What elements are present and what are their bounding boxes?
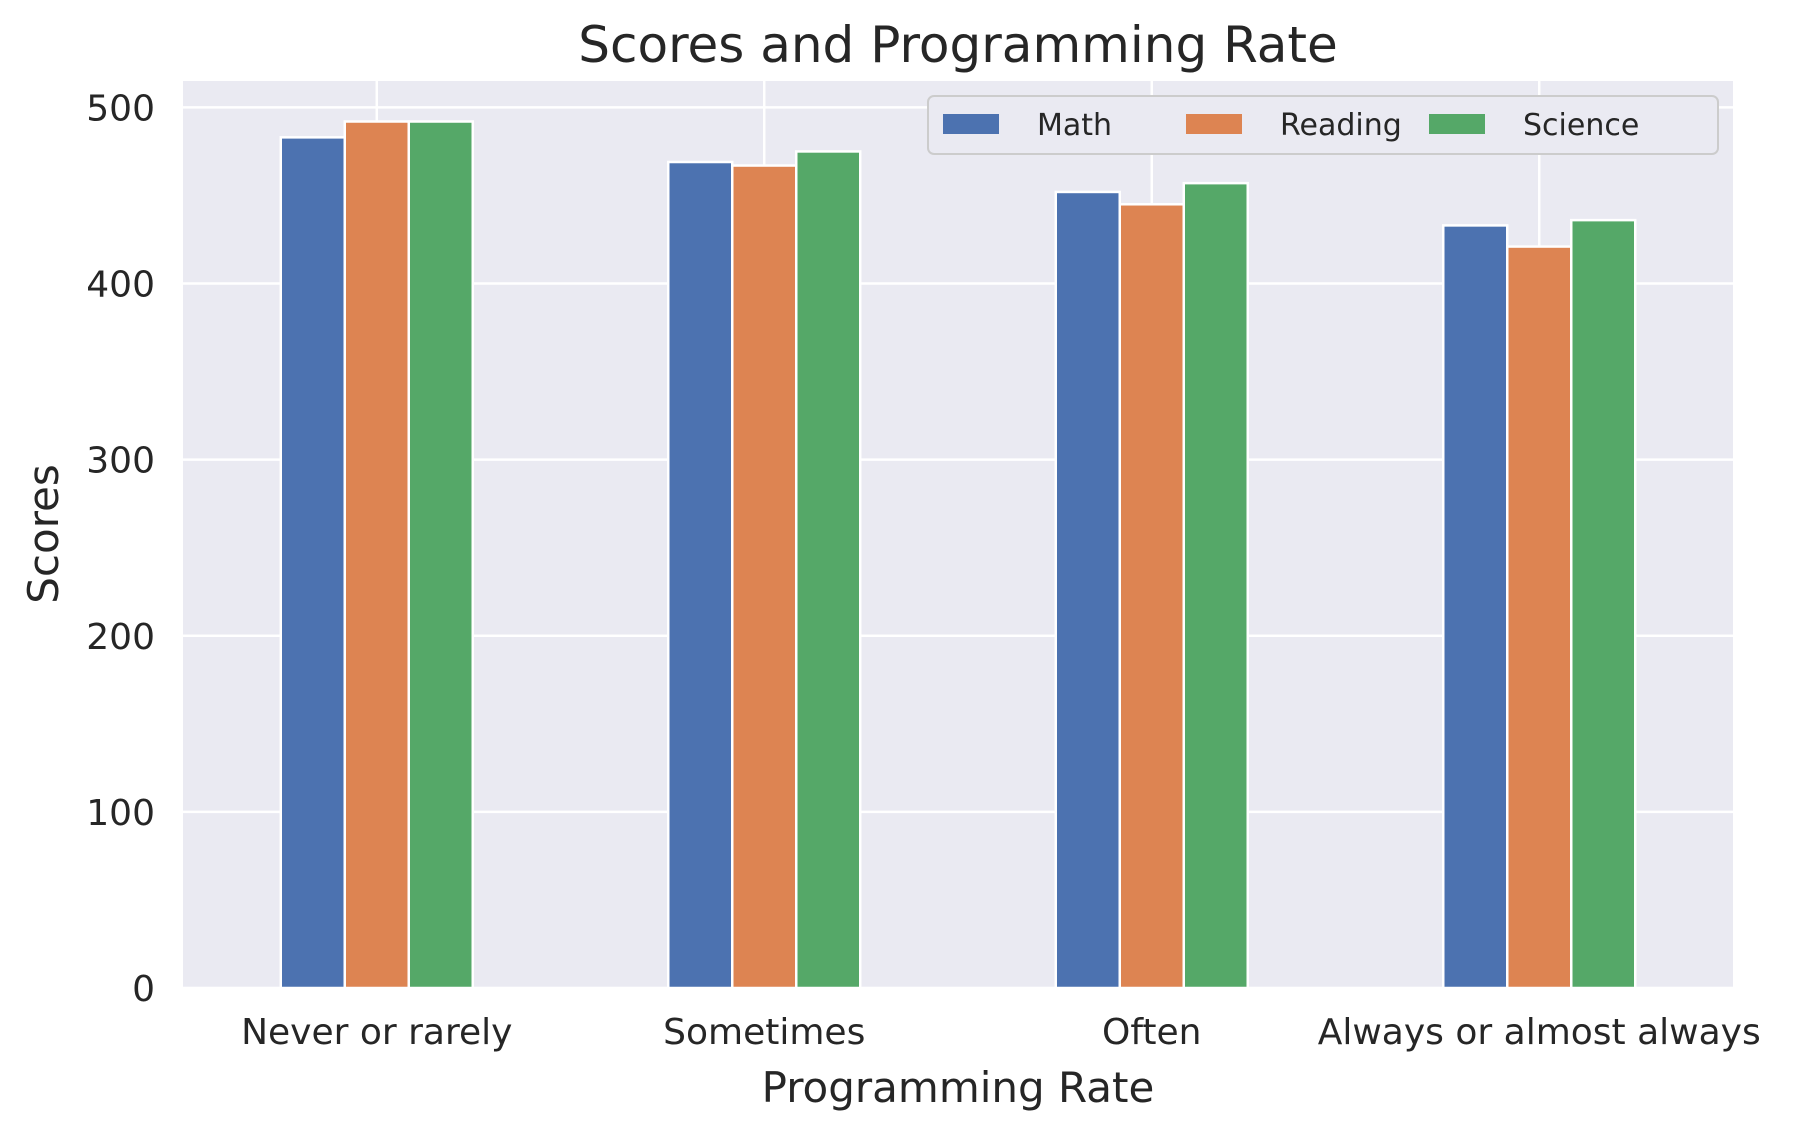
y-tick-label: 200 [86,617,155,658]
bar-science-2 [1182,181,1249,990]
bar-math-1 [667,160,734,990]
y-axis-label: Scores [19,464,68,604]
bar-science-0 [407,120,474,990]
bar-science-1 [795,150,862,990]
bar-reading-2 [1118,203,1185,990]
x-tick-label: Often [1102,1012,1201,1053]
legend: Math Reading Science [927,95,1719,155]
legend-label-reading: Reading [1280,108,1402,143]
x-tick-label: Always or almost always [1318,1012,1761,1053]
y-tick-label: 300 [86,441,155,482]
bar-reading-1 [731,164,798,990]
legend-swatch-science [1429,114,1485,134]
bar-reading-0 [343,120,410,990]
legend-label-science: Science [1523,108,1639,143]
x-axis-label: Programming Rate [762,1063,1155,1112]
y-tick-labels: 0 100 200 300 400 500 [86,88,155,1010]
bar-science-3 [1570,218,1637,990]
legend-frame [927,95,1719,155]
bars [279,120,1637,990]
x-tick-label: Sometimes [663,1012,865,1053]
chart-title: Scores and Programming Rate [578,16,1337,74]
x-tick-label: Never or rarely [241,1012,512,1053]
legend-label-math: Math [1037,108,1112,143]
bar-reading-3 [1506,245,1573,990]
y-tick-label: 500 [86,88,155,129]
y-tick-label: 400 [86,265,155,306]
legend-swatch-reading [1186,114,1242,134]
bar-math-0 [279,136,346,990]
y-tick-label: 0 [132,969,155,1010]
y-tick-label: 100 [86,793,155,834]
legend-swatch-math [943,114,999,134]
bar-math-3 [1442,224,1509,990]
bar-math-2 [1054,190,1121,990]
x-tick-labels: Never or rarely Sometimes Often Always or a… [241,1012,1761,1053]
